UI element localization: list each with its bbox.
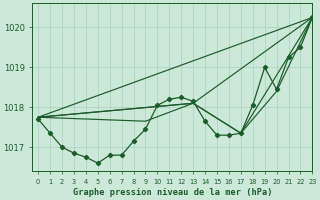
X-axis label: Graphe pression niveau de la mer (hPa): Graphe pression niveau de la mer (hPa): [73, 188, 272, 197]
